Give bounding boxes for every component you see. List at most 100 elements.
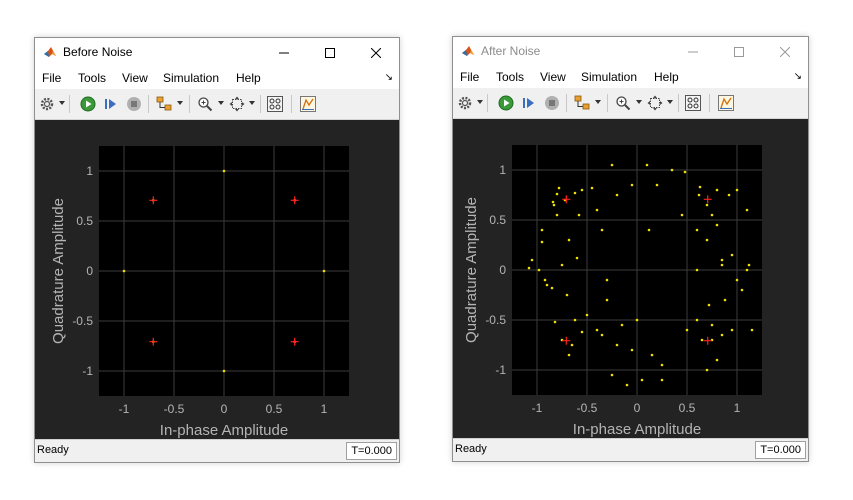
reference-marker [149,337,158,346]
y-tick-label: 0.5 [76,214,93,228]
menu-simulation[interactable]: Simulation [163,71,220,85]
title-bar[interactable]: Before Noise [35,38,399,67]
title-bar[interactable]: After Noise [453,37,808,66]
highlight-block-button[interactable] [574,95,590,111]
constellation-plot: -1 -0.5 0 0.5 1 1 0.5 0 -0.5 -1 In-phase… [463,145,762,438]
data-point [647,228,651,232]
run-button[interactable] [80,96,96,112]
x-tick-label: -0.5 [577,401,598,415]
autoscale-button[interactable] [229,96,245,112]
x-ticks: -1 -0.5 0 0.5 1 [532,401,741,415]
zoom-in-button[interactable] [197,96,213,112]
data-point [695,228,699,232]
signal-hierarchy-icon [574,95,590,110]
maximize-button[interactable] [716,37,762,66]
data-point [570,343,574,347]
y-tick-label: -1 [495,363,506,377]
stop-button[interactable] [544,95,560,111]
reference-marker [149,196,158,205]
menu-view[interactable]: View [540,70,566,84]
minimize-button[interactable] [670,37,716,66]
data-point [730,253,734,257]
x-tick-label: -0.5 [164,402,185,416]
toolbar-divider [487,94,488,112]
toolbar-toggle-icon[interactable]: ↘ [384,72,393,83]
play-icon [498,95,514,111]
data-point [710,213,714,217]
chevron-down-icon[interactable] [477,98,483,106]
data-point [557,186,561,190]
y-ticks: 1 0.5 0 -0.5 -1 [485,163,506,377]
y-axis-label: Quadrature Amplitude [463,197,480,343]
scope-window-after-noise: After Noise File Tools View Simulation H… [452,36,809,462]
data-point [685,328,689,332]
data-point [735,278,739,282]
chevron-down-icon[interactable] [595,98,601,106]
menu-view[interactable]: View [122,71,148,85]
data-point [745,208,749,212]
chevron-down-icon[interactable] [218,99,224,107]
y-tick-label: -0.5 [485,313,506,327]
show-reference-button[interactable] [685,95,701,111]
stop-button[interactable] [126,96,142,112]
zoom-in-button[interactable] [615,95,631,111]
data-point [527,266,531,270]
chevron-down-icon[interactable] [249,99,255,107]
step-forward-button[interactable] [103,96,119,112]
y-tick-label: 1 [499,163,506,177]
data-point [670,168,674,172]
status-bar: Ready T=0.000 [453,438,808,461]
autoscale-button[interactable] [647,95,663,111]
data-point [695,318,699,322]
minimize-button[interactable] [261,38,307,67]
menu-file[interactable]: File [42,71,62,85]
run-button[interactable] [498,95,514,111]
settings-button[interactable] [457,95,473,111]
close-button[interactable] [353,38,399,67]
show-reference-button[interactable] [267,96,283,112]
step-forward-icon [523,98,534,108]
data-point [720,333,724,337]
step-forward-button[interactable] [521,95,537,111]
matlab-logo-icon [44,47,56,57]
data-point [552,203,556,207]
highlight-block-button[interactable] [156,96,172,112]
measurements-icon [300,96,316,112]
x-ticks: -1 -0.5 0 0.5 1 [119,402,328,416]
close-button[interactable] [762,37,808,66]
x-tick-label: 0.5 [266,402,283,416]
menu-bar: File Tools View Simulation Help ↘ [35,67,399,89]
data-point [710,323,714,327]
toolbar-divider [291,95,292,113]
data-point [540,228,544,232]
settings-button[interactable] [39,96,55,112]
status-bar: Ready T=0.000 [35,439,399,462]
x-tick-label: 1 [321,402,328,416]
close-icon [371,47,381,58]
data-point [750,328,754,332]
data-point [735,188,739,192]
data-point [698,185,702,189]
chevron-down-icon[interactable] [177,99,183,107]
stop-icon [127,97,141,111]
menu-tools[interactable]: Tools [496,70,525,84]
menu-tools[interactable]: Tools [78,71,107,85]
menu-help[interactable]: Help [654,70,679,84]
chevron-down-icon[interactable] [59,99,65,107]
data-point [715,188,719,192]
data-point [723,298,727,302]
menu-help[interactable]: Help [236,71,261,85]
data-point [567,353,571,357]
data-point [551,200,555,204]
measurements-button[interactable] [718,95,734,111]
menu-file[interactable]: File [460,70,480,84]
measurements-button[interactable] [300,96,316,112]
chevron-down-icon[interactable] [636,98,642,106]
menu-simulation[interactable]: Simulation [581,70,638,84]
toolbar-toggle-icon[interactable]: ↘ [793,71,802,82]
toolbar [453,88,808,119]
chevron-down-icon[interactable] [667,98,673,106]
gear-icon [40,97,54,111]
data-point [580,188,584,192]
maximize-button[interactable] [307,38,353,67]
